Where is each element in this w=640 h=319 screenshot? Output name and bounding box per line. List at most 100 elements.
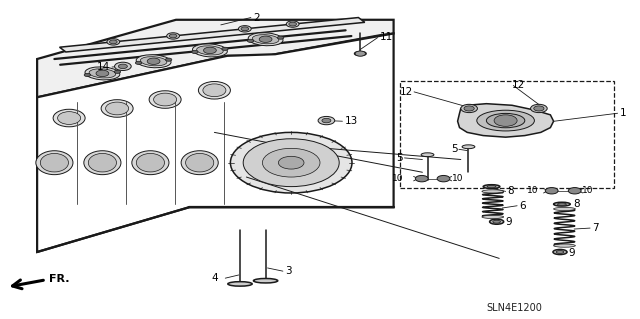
Circle shape — [415, 175, 428, 182]
Ellipse shape — [89, 69, 116, 78]
Ellipse shape — [84, 151, 121, 175]
Ellipse shape — [154, 93, 177, 106]
Bar — [400, 81, 614, 188]
Circle shape — [166, 33, 179, 39]
Ellipse shape — [203, 84, 226, 97]
Ellipse shape — [554, 207, 575, 211]
Text: 12: 12 — [512, 80, 525, 91]
Ellipse shape — [136, 153, 164, 172]
Circle shape — [545, 188, 558, 194]
Ellipse shape — [554, 244, 575, 247]
Circle shape — [204, 47, 216, 54]
Text: 9: 9 — [568, 248, 575, 258]
Circle shape — [278, 156, 304, 169]
Circle shape — [147, 58, 160, 64]
Ellipse shape — [58, 112, 81, 124]
Text: 11: 11 — [380, 32, 393, 42]
Circle shape — [114, 70, 120, 73]
Text: 5: 5 — [451, 144, 458, 154]
Ellipse shape — [486, 113, 525, 128]
Circle shape — [355, 51, 365, 56]
Circle shape — [494, 115, 517, 126]
Text: 4: 4 — [211, 273, 218, 283]
Text: 10: 10 — [527, 186, 539, 195]
Text: 10: 10 — [452, 174, 463, 182]
Circle shape — [109, 40, 117, 44]
Ellipse shape — [253, 278, 278, 283]
Ellipse shape — [228, 282, 252, 286]
Ellipse shape — [490, 219, 504, 224]
Ellipse shape — [554, 202, 570, 206]
Ellipse shape — [140, 57, 167, 66]
Circle shape — [221, 47, 228, 50]
Circle shape — [437, 175, 450, 182]
Circle shape — [277, 36, 284, 39]
Ellipse shape — [421, 153, 434, 157]
Ellipse shape — [198, 81, 230, 99]
Ellipse shape — [181, 151, 218, 175]
Text: 5: 5 — [397, 153, 403, 163]
Ellipse shape — [556, 251, 564, 253]
Text: 7: 7 — [592, 223, 598, 233]
Circle shape — [248, 39, 254, 42]
Ellipse shape — [101, 100, 133, 117]
Ellipse shape — [193, 44, 227, 57]
Text: 6: 6 — [519, 201, 525, 211]
Text: 10: 10 — [582, 186, 594, 195]
Ellipse shape — [88, 153, 116, 172]
Circle shape — [322, 118, 331, 123]
Text: 2: 2 — [253, 12, 259, 23]
Circle shape — [241, 27, 249, 31]
Circle shape — [239, 26, 252, 32]
Ellipse shape — [149, 91, 181, 108]
Ellipse shape — [487, 185, 496, 188]
Polygon shape — [60, 18, 365, 52]
Polygon shape — [37, 33, 394, 252]
Ellipse shape — [482, 190, 504, 193]
Circle shape — [230, 132, 352, 193]
Ellipse shape — [493, 220, 500, 223]
Ellipse shape — [40, 153, 68, 172]
Ellipse shape — [196, 46, 223, 55]
Text: 13: 13 — [344, 116, 358, 126]
Text: 14: 14 — [97, 62, 110, 72]
Text: SLN4E1200: SLN4E1200 — [486, 303, 542, 313]
Text: 9: 9 — [506, 217, 512, 227]
Text: 12: 12 — [399, 87, 413, 97]
Ellipse shape — [462, 145, 475, 149]
Ellipse shape — [553, 249, 567, 255]
Circle shape — [534, 106, 544, 111]
Ellipse shape — [477, 110, 534, 131]
Circle shape — [262, 148, 320, 177]
Circle shape — [461, 104, 477, 113]
Circle shape — [136, 61, 142, 64]
Circle shape — [286, 21, 299, 27]
Ellipse shape — [85, 67, 120, 80]
Polygon shape — [37, 20, 394, 97]
Ellipse shape — [132, 151, 169, 175]
Ellipse shape — [136, 55, 171, 68]
Ellipse shape — [482, 215, 504, 219]
Ellipse shape — [106, 102, 129, 115]
Circle shape — [118, 64, 127, 69]
Circle shape — [96, 70, 109, 77]
Text: FR.: FR. — [49, 274, 69, 284]
Text: 8: 8 — [573, 199, 579, 209]
Circle shape — [464, 106, 474, 111]
Polygon shape — [458, 104, 554, 137]
Circle shape — [289, 22, 296, 26]
Circle shape — [165, 58, 172, 61]
Text: 10: 10 — [392, 174, 403, 182]
Circle shape — [568, 188, 581, 194]
Ellipse shape — [186, 153, 214, 172]
Text: 1: 1 — [620, 108, 626, 118]
Ellipse shape — [355, 51, 366, 56]
Circle shape — [115, 62, 131, 70]
Circle shape — [169, 34, 177, 38]
Circle shape — [84, 73, 91, 77]
Ellipse shape — [36, 151, 73, 175]
Ellipse shape — [53, 109, 85, 127]
Circle shape — [192, 50, 198, 54]
Circle shape — [259, 36, 272, 42]
Text: 3: 3 — [285, 266, 291, 276]
